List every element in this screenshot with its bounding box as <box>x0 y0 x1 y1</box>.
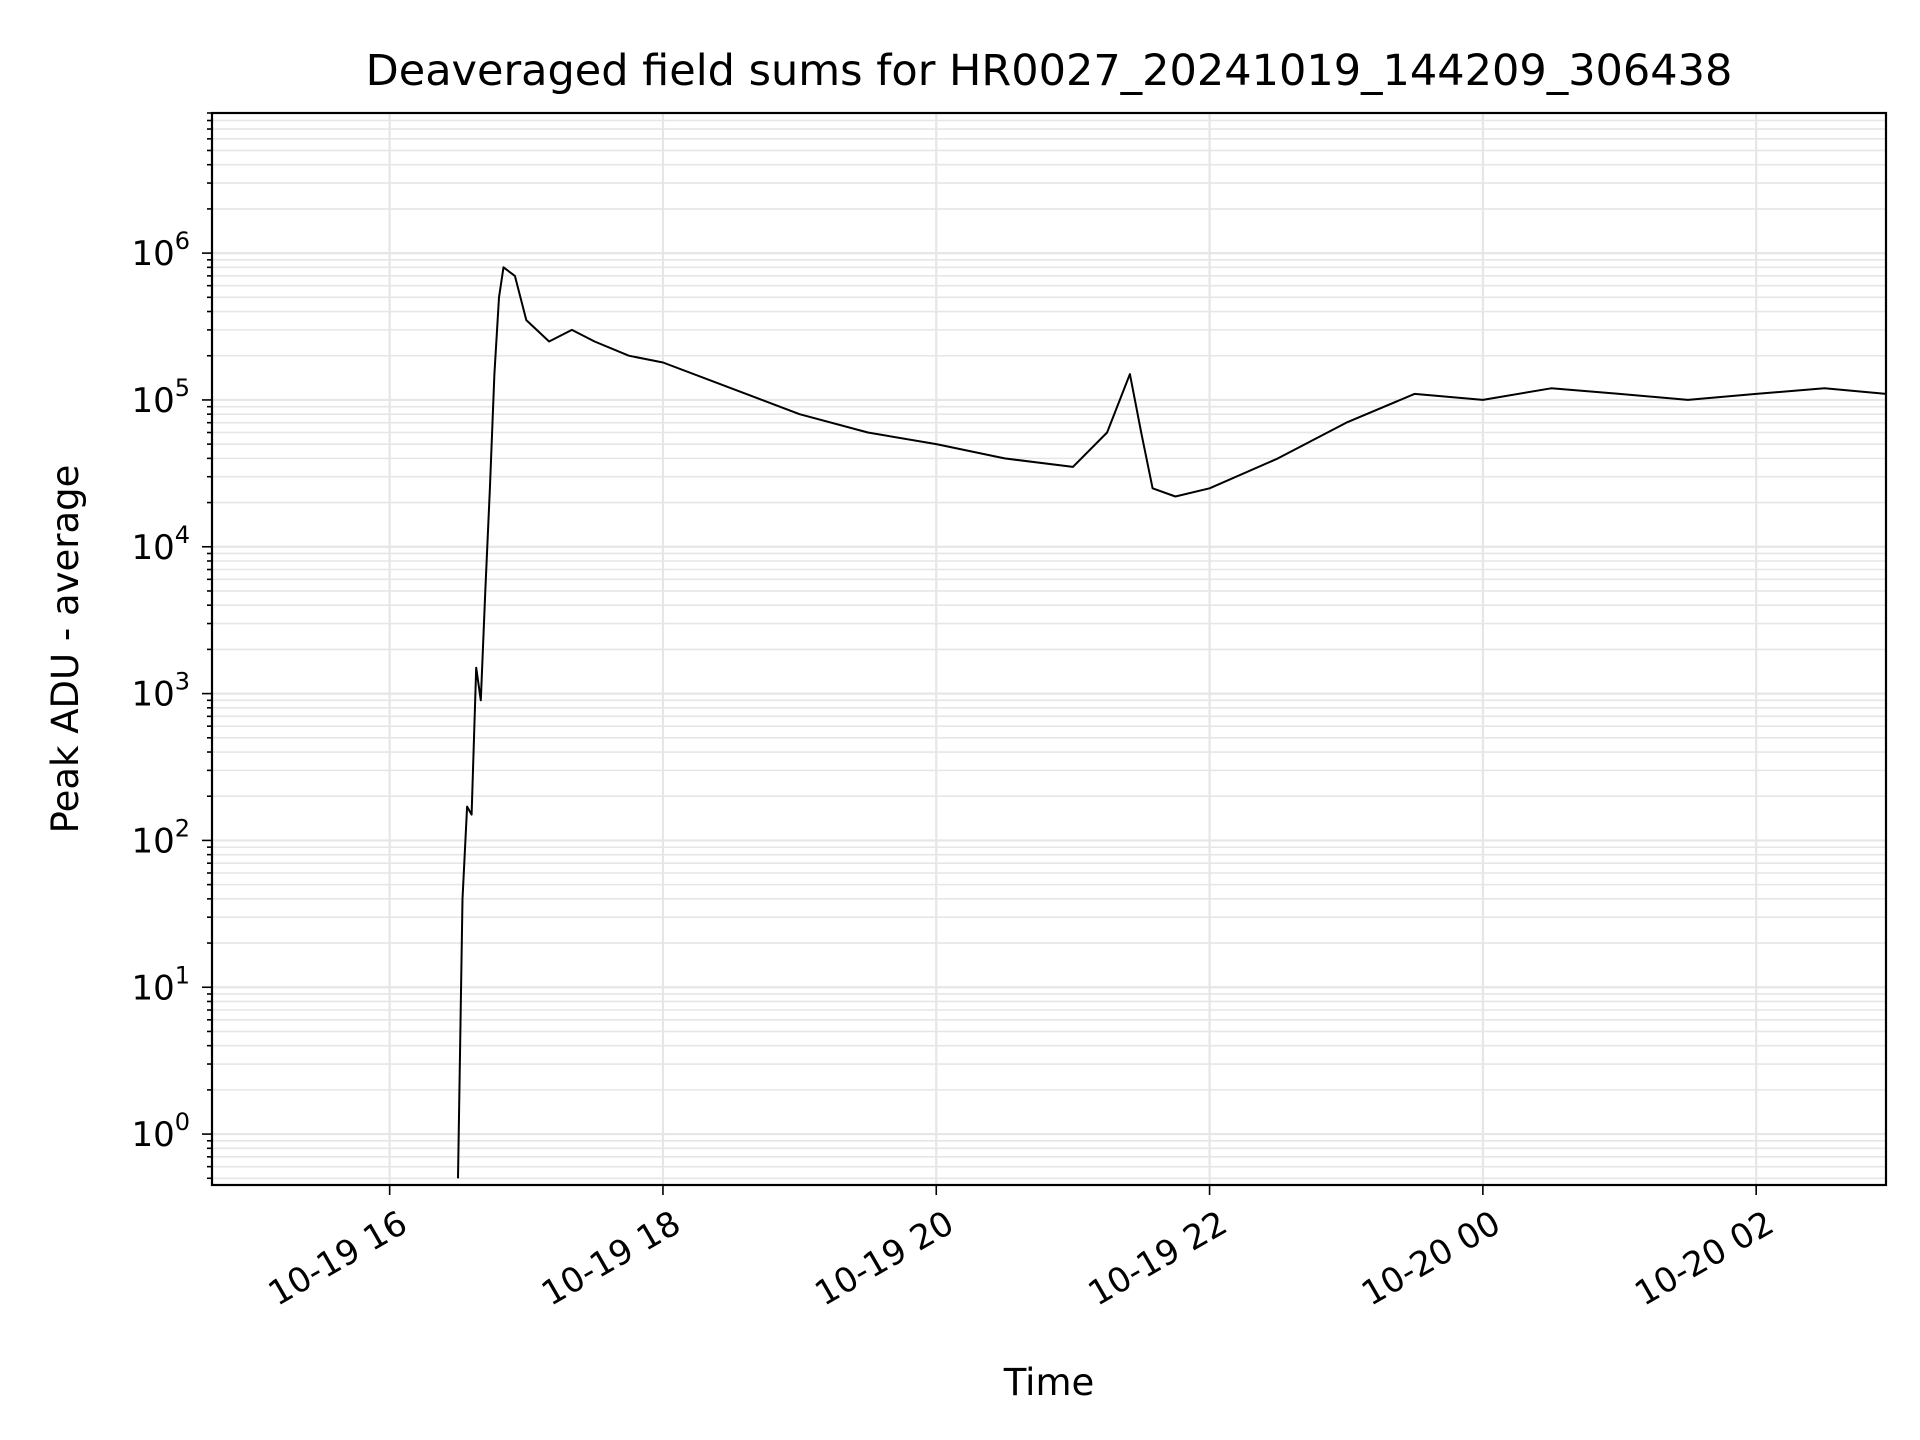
series-line <box>457 266 1887 1179</box>
y-tick-label: 101 <box>131 961 190 1008</box>
grid-lines <box>212 112 1886 1185</box>
y-tick-label: 105 <box>131 374 190 421</box>
y-axis-label: Peak ADU - average <box>44 465 87 834</box>
y-tick-label: 103 <box>131 668 190 715</box>
y-tick-label: 106 <box>131 227 190 274</box>
series-layer <box>457 266 1887 1179</box>
y-tick-label: 100 <box>131 1108 190 1155</box>
y-tick-label: 104 <box>131 521 190 568</box>
x-axis-label: Time <box>1003 1361 1095 1404</box>
chart-title: Deaveraged field sums for HR0027_2024101… <box>366 46 1733 96</box>
y-tick-label: 102 <box>131 814 190 861</box>
